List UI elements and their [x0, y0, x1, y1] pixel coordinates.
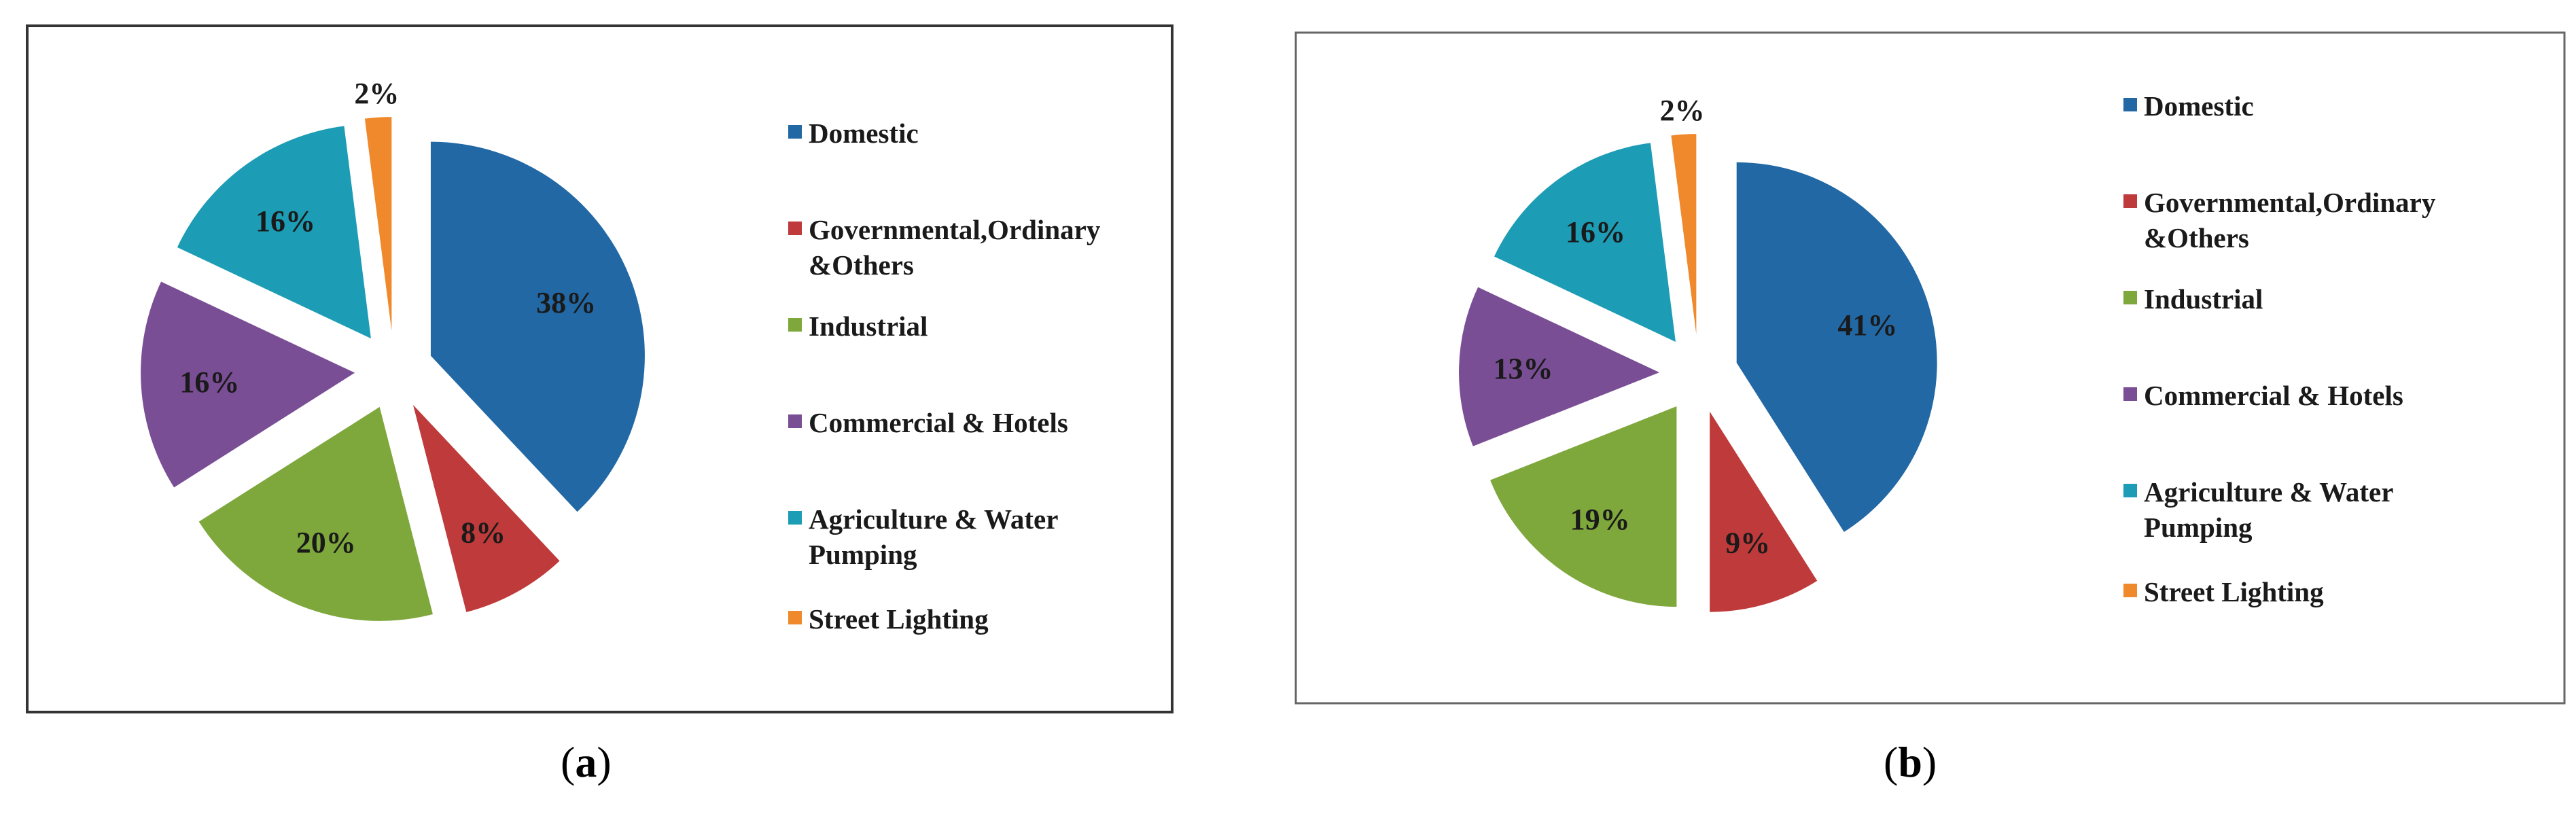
panel-a-legend-label-street-lighting: Street Lighting [809, 603, 989, 635]
panel-b-slice-governmental [1710, 411, 1818, 612]
panel-b-data-label-domestic: 41% [1837, 308, 1897, 342]
panel-a-legend-swatch-domestic [788, 125, 802, 139]
panel-a-slice-commercial [141, 281, 355, 488]
panel-a-slice-governmental [412, 404, 560, 612]
panel-b-data-label-governmental: 9% [1725, 526, 1770, 559]
panel-b-pie: 41% 9% 19% 13% 16% 2% [1459, 94, 1937, 612]
panel-b-legend-swatch-street-lighting [2123, 584, 2137, 597]
panel-a-legend-label-agriculture: Agriculture & Water Pumping [809, 503, 1058, 570]
panel-a-legend-swatch-street-lighting [788, 611, 802, 624]
panel-b-slice-domestic [1736, 162, 1937, 532]
panel-b-data-label-street-lighting: 2% [1660, 94, 1705, 127]
panel-b-legend-swatch-industrial [2123, 291, 2137, 304]
panel-b-legend: Domestic Governmental,Ordinary &Others Indu… [2123, 90, 2436, 607]
panel-a-legend-swatch-governmental [788, 222, 802, 235]
panel-a-legend: Domestic Governmental,Ordinary &Others Indu… [788, 118, 1101, 635]
panel-a-legend-label-domestic: Domestic [809, 118, 919, 149]
panel-b-slice-street-lighting [1671, 134, 1697, 335]
panel-b-caption: (b) [1884, 738, 1937, 786]
panel-b-slice-agriculture [1494, 143, 1676, 342]
panel-a-pie: 38% 8% 20% 16% 16% 2% [141, 77, 645, 621]
panel-b-legend-swatch-domestic [2123, 98, 2137, 111]
panel-a-caption: (a) [561, 738, 612, 786]
panel-b-legend-label-governmental: Governmental,Ordinary &Others [2144, 187, 2436, 253]
panel-a-data-label-street-lighting: 2% [354, 77, 399, 110]
panel-b-data-label-commercial: 13% [1494, 352, 1553, 385]
panel-b-slice-industrial [1490, 406, 1677, 607]
panel-a-slice-agriculture [177, 126, 371, 339]
panel-b-data-label-industrial: 19% [1570, 503, 1630, 536]
panel-b-legend-label-commercial: Commercial & Hotels [2144, 380, 2403, 411]
panel-a-slice-domestic [430, 141, 645, 512]
panel-a-data-label-commercial: 16% [179, 366, 239, 399]
panel-a-data-label-governmental: 8% [461, 516, 506, 550]
panel-b-legend-label-agriculture: Agriculture & Water Pumping [2144, 476, 2393, 543]
panel-a-legend-label-industrial: Industrial [809, 311, 928, 342]
panel-a-data-label-agriculture: 16% [255, 205, 315, 238]
panel-b-data-label-agriculture: 16% [1566, 215, 1625, 249]
panel-b-legend-swatch-commercial [2123, 387, 2137, 401]
panel-a-legend-swatch-industrial [788, 318, 802, 332]
panel-a-data-label-industrial: 20% [296, 526, 356, 559]
panel-b-slice-commercial [1459, 287, 1660, 446]
panel-a-legend-swatch-commercial [788, 414, 802, 428]
panel-a-data-label-domestic: 38% [536, 286, 596, 319]
panel-b-legend-label-domestic: Domestic [2144, 90, 2254, 122]
panel-b-legend-label-industrial: Industrial [2144, 283, 2263, 315]
panel-a-legend-label-governmental: Governmental,Ordinary &Others [809, 214, 1101, 281]
panel-b-legend-swatch-agriculture [2123, 484, 2137, 497]
panel-a-slice-street-lighting [364, 117, 392, 332]
panel-a-caption-letter: a [575, 738, 597, 786]
panel-b-legend-label-street-lighting: Street Lighting [2144, 576, 2324, 607]
panel-b-caption-letter: b [1898, 738, 1922, 786]
panel-a-legend-label-commercial: Commercial & Hotels [809, 407, 1068, 438]
panel-a-slice-industrial [198, 406, 433, 621]
panel-b-legend-swatch-governmental [2123, 194, 2137, 208]
panel-a-legend-swatch-agriculture [788, 511, 802, 525]
